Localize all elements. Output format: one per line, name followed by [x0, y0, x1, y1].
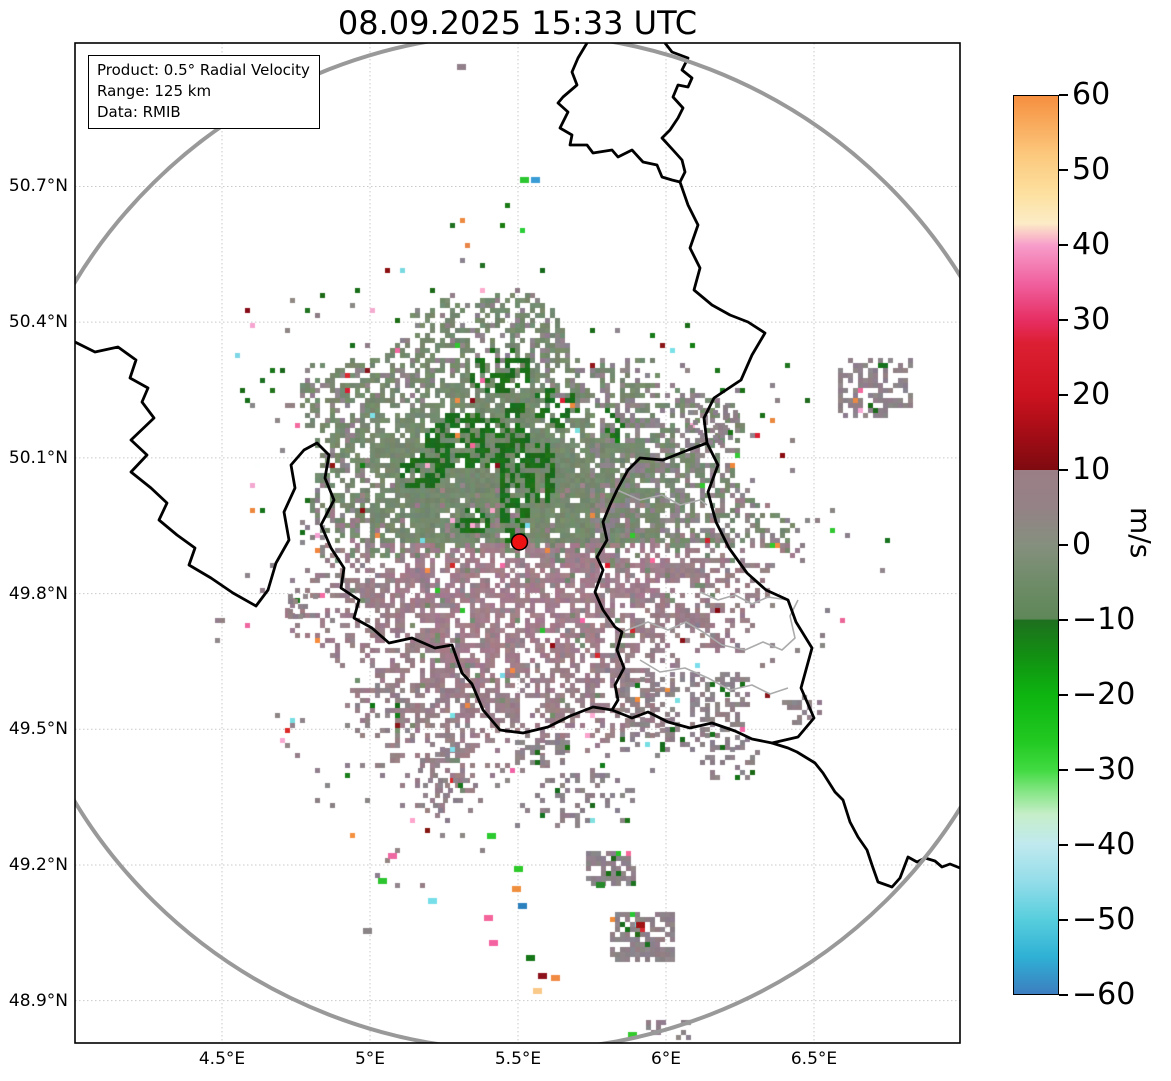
x-tick-label: 5°E: [354, 1049, 386, 1069]
info-product-line: Product: 0.5° Radial Velocity: [97, 61, 310, 79]
district-border-line: [699, 591, 789, 605]
colorbar-tick-label: −60: [1072, 977, 1136, 1012]
colorbar-tick-label: 10: [1072, 452, 1111, 487]
colorbar-tick: [1059, 694, 1068, 696]
colorbar-tick-label: −20: [1072, 677, 1136, 712]
colorbar-tick-label: 30: [1072, 302, 1111, 337]
colorbar-tick: [1059, 319, 1068, 321]
district-border-line: [621, 599, 799, 651]
colorbar-tick: [1059, 169, 1068, 171]
info-data-line: Data: RMIB: [97, 103, 181, 121]
radar-site-marker: [510, 533, 529, 551]
colorbar-tick: [1059, 394, 1068, 396]
colorbar-tick: [1059, 994, 1068, 996]
national-border-line: [556, 43, 694, 184]
national-border-line: [75, 340, 613, 735]
colorbar-tick: [1059, 844, 1068, 846]
colorbar-tick: [1059, 769, 1068, 771]
colorbar-tick-label: 20: [1072, 377, 1111, 412]
national-border-line: [678, 181, 960, 889]
district-border-line: [639, 659, 789, 695]
colorbar-tick-label: 50: [1072, 152, 1111, 187]
y-tick-label: 48.9°N: [8, 990, 68, 1011]
colorbar-tick: [1059, 919, 1068, 921]
y-tick-label: 50.4°N: [8, 312, 68, 333]
colorbar-tick: [1059, 619, 1068, 621]
y-tick-label: 50.1°N: [8, 447, 68, 468]
page-title: 08.09.2025 15:33 UTC: [337, 4, 698, 42]
velocity-colorbar: [1013, 95, 1059, 995]
x-tick-label: 5.5°E: [494, 1049, 542, 1069]
y-tick-label: 49.5°N: [8, 719, 68, 740]
colorbar-tick-label: 40: [1072, 227, 1111, 262]
y-tick-label: 50.7°N: [8, 176, 68, 197]
district-border-line: [616, 489, 708, 506]
colorbar-tick-label: 60: [1072, 77, 1111, 112]
colorbar-unit-label: m/s: [1124, 507, 1157, 559]
national-border-line: [593, 441, 708, 711]
colorbar-tick: [1059, 544, 1068, 546]
national-border-line: [611, 708, 773, 745]
colorbar-tick-label: −30: [1072, 752, 1136, 787]
colorbar-tick: [1059, 94, 1068, 96]
product-info-box: Product: 0.5° Radial Velocity Range: 125…: [88, 55, 320, 129]
country-borders: [75, 43, 960, 889]
colorbar-tick-label: −40: [1072, 827, 1136, 862]
colorbar-tick-label: −10: [1072, 602, 1136, 637]
x-tick-label: 6.5°E: [790, 1049, 838, 1069]
x-tick-label: 6°E: [650, 1049, 682, 1069]
x-tick-label: 4.5°E: [198, 1049, 246, 1069]
info-range-line: Range: 125 km: [97, 82, 212, 100]
map-frame: [74, 42, 961, 1044]
y-tick-label: 49.2°N: [8, 854, 68, 875]
colorbar-tick: [1059, 244, 1068, 246]
colorbar-tick: [1059, 469, 1068, 471]
colorbar-tick-label: −50: [1072, 902, 1136, 937]
y-tick-label: 49.8°N: [8, 583, 68, 604]
colorbar-tick-label: 0: [1072, 527, 1092, 562]
